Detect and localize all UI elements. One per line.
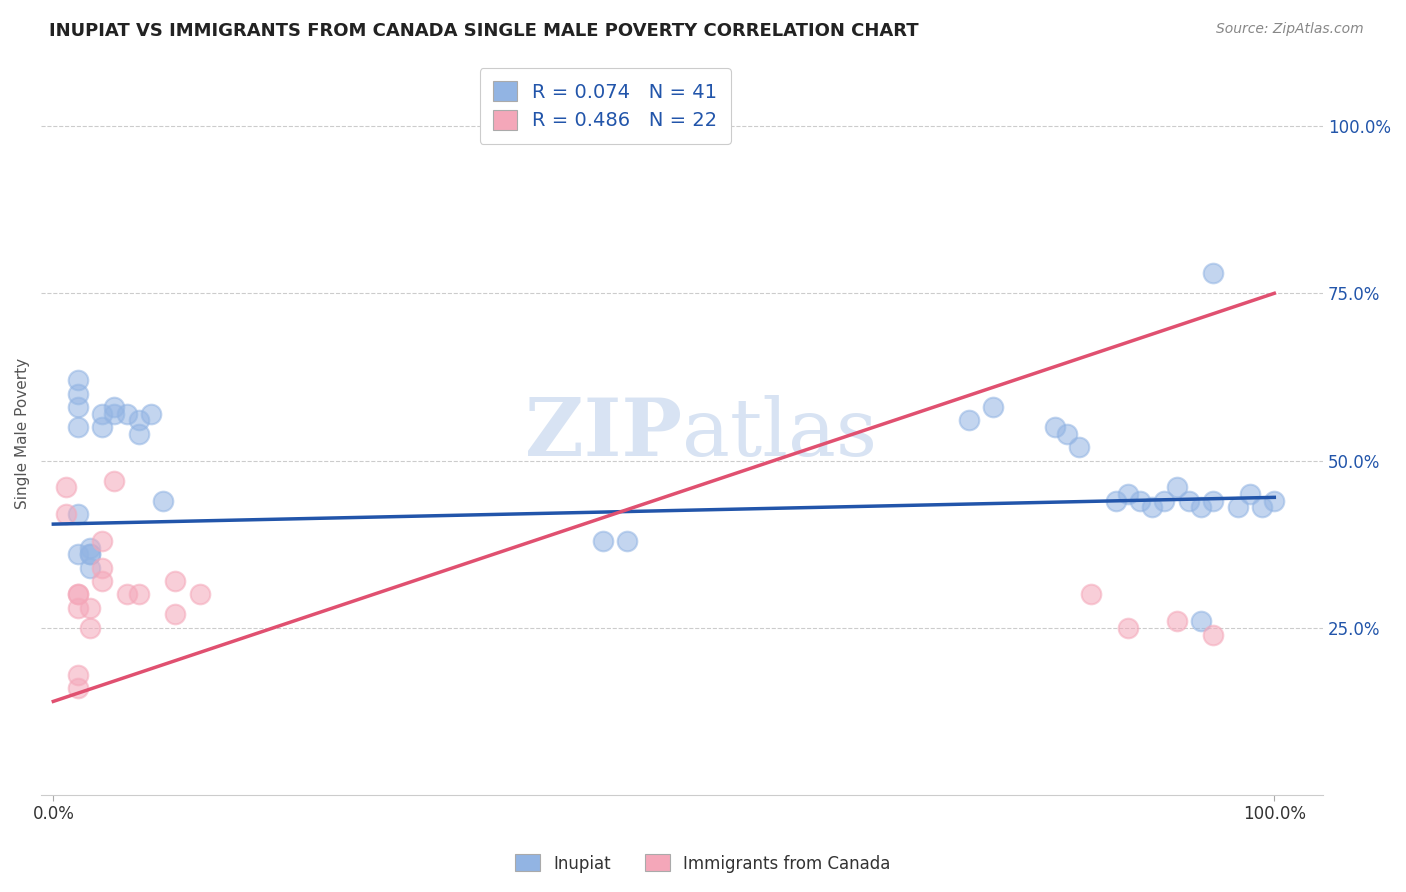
Point xyxy=(103,400,125,414)
Point xyxy=(91,574,114,588)
Point xyxy=(103,407,125,421)
Point xyxy=(91,420,114,434)
Point xyxy=(128,413,150,427)
Text: ZIP: ZIP xyxy=(524,395,682,473)
Point xyxy=(91,407,114,421)
Point xyxy=(66,547,89,561)
Point xyxy=(1178,493,1201,508)
Legend: R = 0.074   N = 41, R = 0.486   N = 22: R = 0.074 N = 41, R = 0.486 N = 22 xyxy=(479,68,731,144)
Point xyxy=(66,400,89,414)
Point xyxy=(79,541,101,555)
Point xyxy=(1104,493,1126,508)
Point xyxy=(983,400,1005,414)
Text: INUPIAT VS IMMIGRANTS FROM CANADA SINGLE MALE POVERTY CORRELATION CHART: INUPIAT VS IMMIGRANTS FROM CANADA SINGLE… xyxy=(49,22,920,40)
Point xyxy=(66,507,89,521)
Point xyxy=(152,493,174,508)
Point xyxy=(1116,487,1139,501)
Point xyxy=(1043,420,1066,434)
Point xyxy=(66,420,89,434)
Point xyxy=(79,560,101,574)
Point xyxy=(1166,614,1188,628)
Point xyxy=(115,407,138,421)
Point xyxy=(66,681,89,695)
Point xyxy=(66,600,89,615)
Point xyxy=(1189,614,1212,628)
Point xyxy=(1067,440,1090,454)
Point xyxy=(55,507,77,521)
Point xyxy=(66,386,89,401)
Point xyxy=(188,587,211,601)
Text: Source: ZipAtlas.com: Source: ZipAtlas.com xyxy=(1216,22,1364,37)
Point xyxy=(1226,500,1249,515)
Point xyxy=(66,667,89,681)
Point xyxy=(1251,500,1274,515)
Point xyxy=(115,587,138,601)
Point xyxy=(1153,493,1175,508)
Y-axis label: Single Male Poverty: Single Male Poverty xyxy=(15,359,30,509)
Point xyxy=(1166,480,1188,494)
Point xyxy=(79,547,101,561)
Point xyxy=(91,533,114,548)
Point xyxy=(55,480,77,494)
Point xyxy=(1239,487,1261,501)
Point xyxy=(79,600,101,615)
Point xyxy=(165,607,187,622)
Point xyxy=(957,413,980,427)
Point xyxy=(66,587,89,601)
Point xyxy=(1080,587,1102,601)
Point xyxy=(1116,621,1139,635)
Point xyxy=(1202,627,1225,641)
Point xyxy=(592,533,614,548)
Point xyxy=(1202,266,1225,280)
Point xyxy=(1189,500,1212,515)
Point xyxy=(616,533,638,548)
Text: atlas: atlas xyxy=(682,395,877,473)
Point xyxy=(1202,493,1225,508)
Point xyxy=(1140,500,1163,515)
Point xyxy=(66,373,89,387)
Point xyxy=(79,547,101,561)
Point xyxy=(91,560,114,574)
Point xyxy=(1056,426,1078,441)
Legend: Inupiat, Immigrants from Canada: Inupiat, Immigrants from Canada xyxy=(509,847,897,880)
Point xyxy=(128,426,150,441)
Point xyxy=(66,587,89,601)
Point xyxy=(103,474,125,488)
Point xyxy=(79,621,101,635)
Point xyxy=(1263,493,1285,508)
Point xyxy=(1129,493,1152,508)
Point xyxy=(139,407,162,421)
Point xyxy=(128,587,150,601)
Point xyxy=(165,574,187,588)
